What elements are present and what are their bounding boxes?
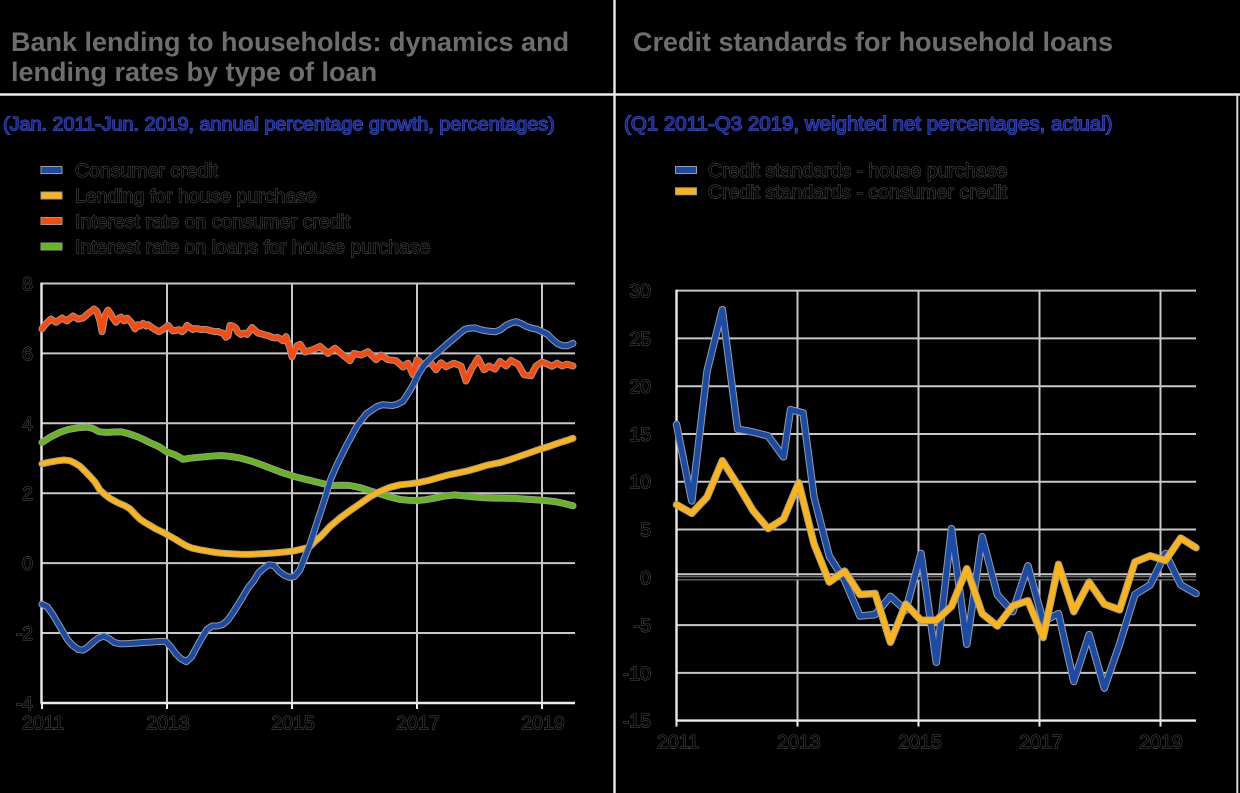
svg-text:(Q1 2011-Q3 2019, weighted net: (Q1 2011-Q3 2019, weighted net percentag…: [624, 113, 1113, 136]
svg-text:Interest rate on consumer cred: Interest rate on consumer credit: [75, 211, 351, 233]
svg-text:15: 15: [629, 424, 651, 446]
svg-text:Interest rate on loans for hou: Interest rate on loans for house purchas…: [75, 237, 431, 259]
svg-text:Consumer credit: Consumer credit: [75, 160, 219, 182]
svg-text:0: 0: [22, 553, 33, 575]
svg-text:2015: 2015: [271, 713, 315, 735]
svg-text:5: 5: [640, 520, 651, 542]
svg-text:2015: 2015: [898, 732, 942, 754]
svg-text:Credit standards for household: Credit standards for household loans: [633, 27, 1113, 57]
svg-text:-15: -15: [623, 711, 651, 733]
svg-text:-10: -10: [623, 663, 651, 685]
svg-text:lending rates by type of loan: lending rates by type of loan: [11, 57, 377, 87]
svg-text:6: 6: [22, 343, 33, 365]
svg-text:2019: 2019: [521, 713, 564, 735]
svg-text:Credit standards - house purch: Credit standards - house purchase: [708, 160, 1007, 182]
svg-text:(Jan. 2011-Jun. 2019, annual p: (Jan. 2011-Jun. 2019, annual percentage …: [3, 114, 555, 136]
svg-text:0: 0: [640, 567, 651, 589]
svg-text:25: 25: [629, 328, 651, 350]
svg-text:2: 2: [22, 483, 33, 505]
svg-text:4: 4: [22, 413, 33, 435]
svg-text:2013: 2013: [146, 713, 189, 735]
svg-text:2013: 2013: [777, 732, 820, 754]
svg-text:8: 8: [22, 274, 33, 296]
svg-text:2011: 2011: [657, 732, 699, 754]
svg-text:2019: 2019: [1139, 732, 1182, 754]
svg-text:2017: 2017: [1019, 732, 1062, 754]
svg-text:2017: 2017: [396, 713, 439, 735]
svg-text:-2: -2: [16, 623, 33, 645]
svg-text:20: 20: [629, 376, 651, 398]
svg-text:Credit standards - consumer cr: Credit standards - consumer credit: [708, 181, 1008, 203]
svg-text:-4: -4: [16, 693, 33, 715]
svg-text:10: 10: [629, 472, 651, 494]
svg-text:Bank lending to households: dy: Bank lending to households: dynamics and: [11, 27, 569, 57]
svg-text:2011: 2011: [22, 713, 64, 735]
svg-text:30: 30: [629, 281, 651, 303]
svg-text:-5: -5: [634, 615, 651, 637]
svg-text:Lending for house purchase: Lending for house purchase: [75, 186, 317, 208]
